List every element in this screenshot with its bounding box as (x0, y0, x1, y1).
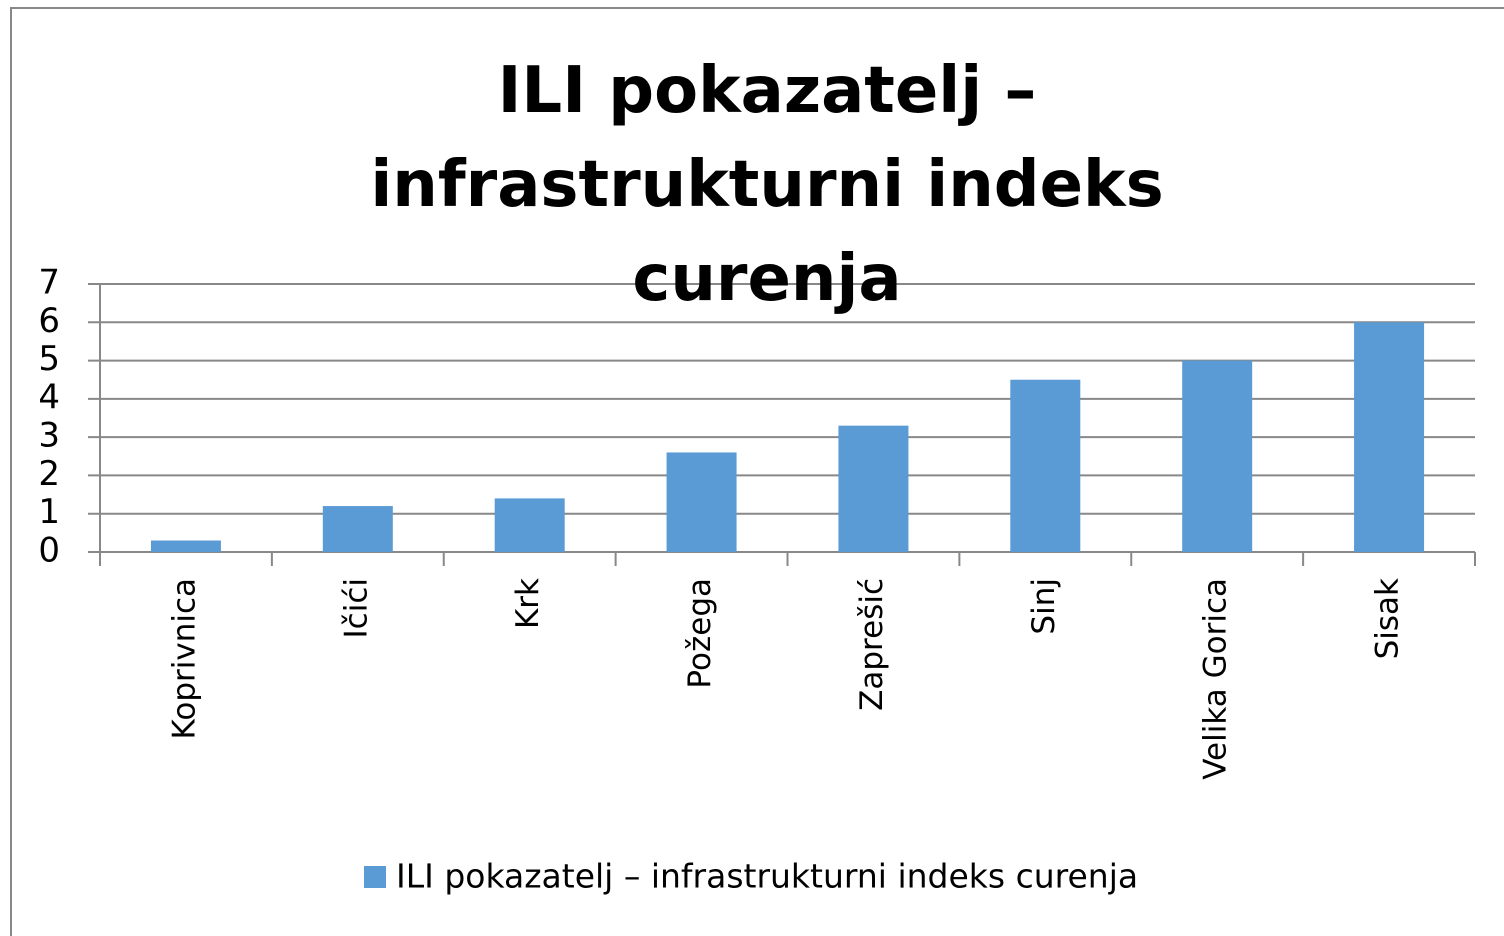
x-tick-label: Sisak (1370, 578, 1406, 659)
bar (666, 452, 737, 552)
bar (150, 540, 221, 552)
legend-swatch (364, 866, 386, 888)
y-tick-label: 2 (38, 454, 60, 494)
bar (1354, 322, 1425, 552)
x-tick-label: Velika Gorica (1198, 578, 1234, 780)
y-tick-label: 3 (38, 416, 60, 456)
bar (1010, 379, 1081, 552)
x-tick-label: Ičići (338, 578, 374, 638)
y-tick-label: 7 (38, 263, 60, 303)
chart-title: ILI pokazatelj – infrastrukturni indeks … (370, 54, 1164, 316)
x-tick-label: Krk (510, 578, 546, 629)
x-tick-label: Sinj (1026, 578, 1062, 635)
x-tick-label: Zaprešić (854, 578, 890, 711)
y-tick-label: 0 (38, 531, 60, 571)
y-tick-label: 4 (38, 377, 60, 417)
x-tick-label: Koprivnica (166, 578, 202, 739)
bar (838, 425, 909, 552)
y-tick-label: 6 (38, 301, 60, 341)
bar (494, 498, 565, 552)
bar (322, 506, 393, 552)
chart-border (10, 7, 1504, 936)
x-tick-label: Požega (682, 578, 718, 689)
y-tick-label: 1 (38, 492, 60, 532)
legend-label: ILI pokazatelj – infrastrukturni indeks … (396, 857, 1138, 896)
bar (1182, 360, 1253, 552)
y-tick-label: 5 (38, 339, 60, 379)
